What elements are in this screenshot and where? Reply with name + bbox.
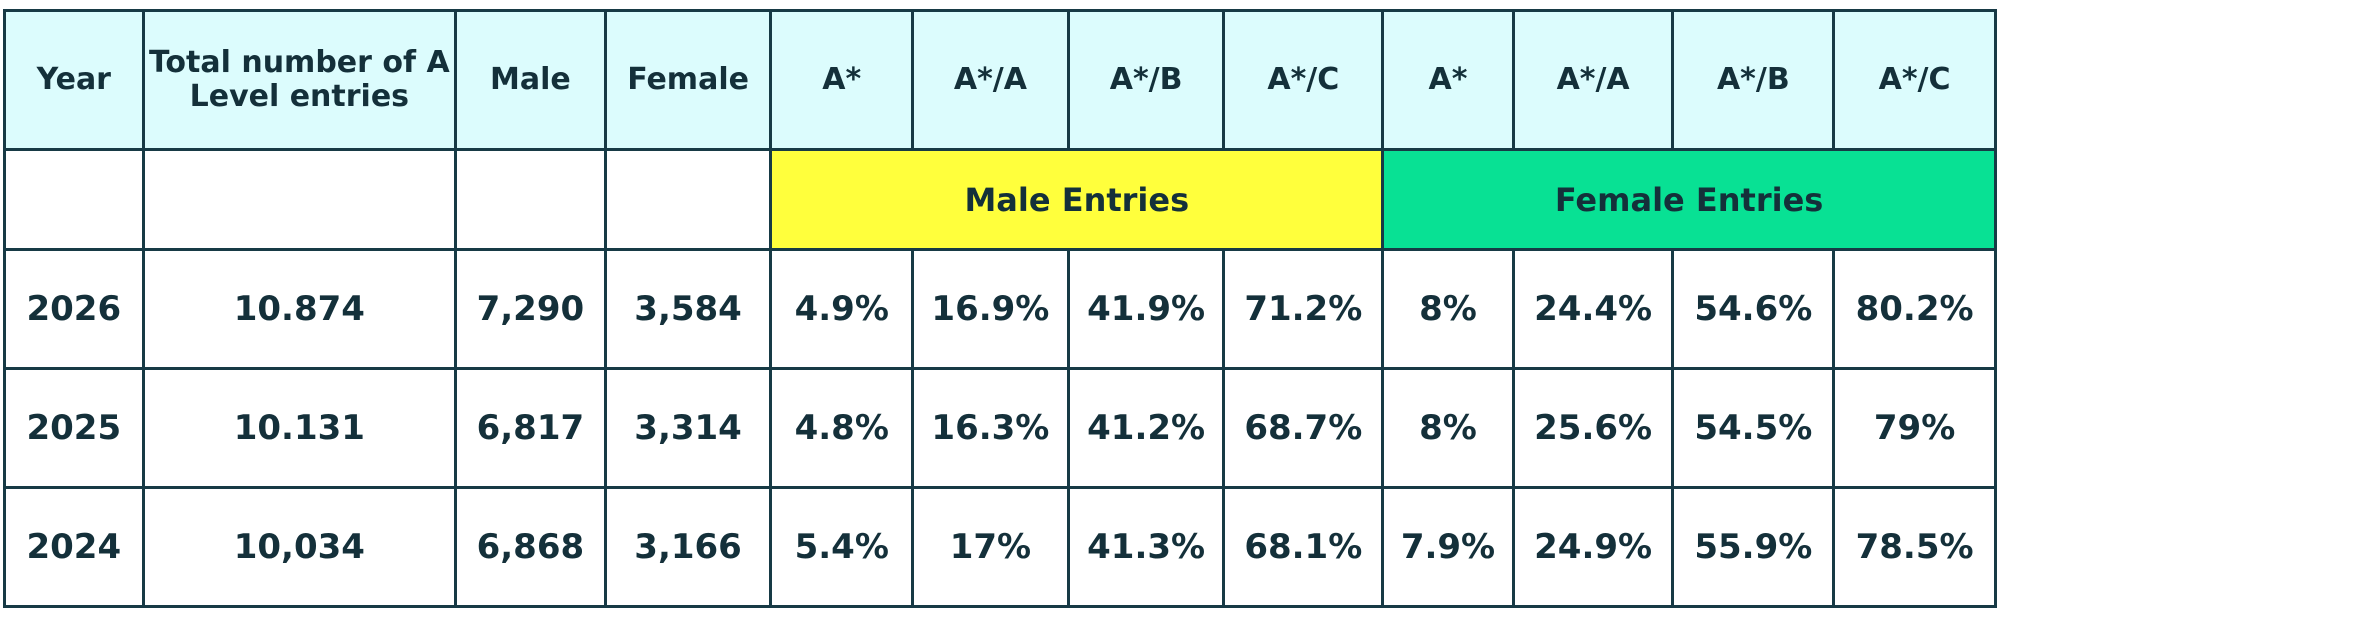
cell-female-grade: 7.9% <box>1381 486 1515 608</box>
header-female-grade: A*/B <box>1671 9 1836 151</box>
cell-year: 2026 <box>3 248 145 370</box>
cell-male-grade: 68.1% <box>1222 486 1385 608</box>
cell-female-grade: 24.9% <box>1511 486 1675 608</box>
cell-female: 3,314 <box>603 367 773 489</box>
cell-male: 6,868 <box>454 486 607 608</box>
empty-cell <box>3 148 145 251</box>
empty-cell <box>603 148 773 251</box>
cell-total: 10.874 <box>141 248 458 370</box>
cell-total: 10.131 <box>141 367 458 489</box>
empty-cell <box>454 148 607 251</box>
cell-year: 2024 <box>3 486 145 608</box>
cell-female-grade: 24.4% <box>1511 248 1675 370</box>
cell-female-grade: 79% <box>1832 367 1997 489</box>
cell-female: 3,584 <box>603 248 773 370</box>
header-female: Female <box>603 9 773 151</box>
header-female-grade: A*/C <box>1832 9 1997 151</box>
cell-female-grade: 54.5% <box>1671 367 1836 489</box>
cell-female: 3,166 <box>603 486 773 608</box>
header-total-entries: Total number of A Level entries <box>141 9 458 151</box>
cell-female-grade: 55.9% <box>1671 486 1836 608</box>
cell-male-grade: 16.3% <box>911 367 1070 489</box>
header-row: Year Total number of A Level entries Mal… <box>3 9 1997 151</box>
male-entries-group: Male Entries <box>769 148 1385 251</box>
cell-total: 10,034 <box>141 486 458 608</box>
a-level-results-table: Year Total number of A Level entries Mal… <box>3 9 1997 608</box>
cell-male-grade: 4.9% <box>769 248 915 370</box>
table-row: 2025 10.131 6,817 3,314 4.8% 16.3% 41.2%… <box>3 367 1997 489</box>
header-male: Male <box>454 9 607 151</box>
cell-female-grade: 25.6% <box>1511 367 1675 489</box>
cell-male-grade: 41.2% <box>1066 367 1226 489</box>
table-row: 2026 10.874 7,290 3,584 4.9% 16.9% 41.9%… <box>3 248 1997 370</box>
header-male-grade: A*/C <box>1222 9 1385 151</box>
header-female-grade: A*/A <box>1511 9 1675 151</box>
header-female-grade: A* <box>1381 9 1515 151</box>
cell-male-grade: 41.9% <box>1066 248 1226 370</box>
table-row: 2024 10,034 6,868 3,166 5.4% 17% 41.3% 6… <box>3 486 1997 608</box>
cell-male-grade: 71.2% <box>1222 248 1385 370</box>
cell-female-grade: 78.5% <box>1832 486 1997 608</box>
empty-cell <box>141 148 458 251</box>
cell-male-grade: 4.8% <box>769 367 915 489</box>
cell-male-grade: 17% <box>911 486 1070 608</box>
header-year: Year <box>3 9 145 151</box>
female-entries-group: Female Entries <box>1381 148 1997 251</box>
cell-male-grade: 5.4% <box>769 486 915 608</box>
header-male-grade: A*/A <box>911 9 1070 151</box>
header-male-grade: A* <box>769 9 915 151</box>
cell-female-grade: 8% <box>1381 248 1515 370</box>
cell-year: 2025 <box>3 367 145 489</box>
cell-female-grade: 8% <box>1381 367 1515 489</box>
cell-female-grade: 80.2% <box>1832 248 1997 370</box>
cell-male: 6,817 <box>454 367 607 489</box>
cell-male: 7,290 <box>454 248 607 370</box>
header-male-grade: A*/B <box>1066 9 1226 151</box>
cell-male-grade: 16.9% <box>911 248 1070 370</box>
group-row: Male Entries Female Entries <box>3 148 1997 251</box>
cell-male-grade: 41.3% <box>1066 486 1226 608</box>
cell-female-grade: 54.6% <box>1671 248 1836 370</box>
cell-male-grade: 68.7% <box>1222 367 1385 489</box>
